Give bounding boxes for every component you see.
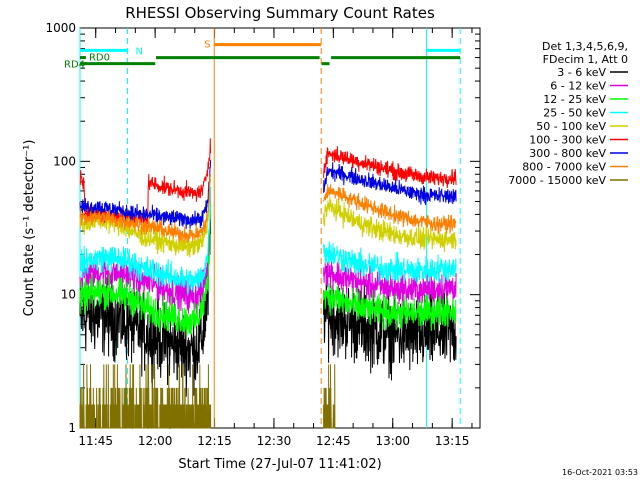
plot-area: 1 10 100 1000 11:45 12:00 12:15 12:30 12:45 13:00… — [45, 21, 481, 448]
series-line — [323, 282, 457, 332]
y-axis-label: Count Rate (s⁻¹ detector⁻¹) — [22, 140, 37, 317]
series-line — [79, 160, 212, 229]
legend-entry-label: 12 - 25 keV — [543, 93, 606, 106]
legend-entry-label: 25 - 50 keV — [543, 107, 606, 120]
legend-header: Det 1,3,4,5,6,9, — [542, 40, 628, 53]
legend-entry-label: 300 - 800 keV — [529, 147, 606, 160]
series-line — [323, 184, 457, 235]
x-axis-label: Start Time (27-Jul-07 11:41:02) — [178, 457, 381, 472]
series-line — [79, 210, 212, 397]
saa-label: S — [204, 40, 210, 51]
series-line — [323, 265, 457, 381]
legend-entry-label: 800 - 7000 keV — [522, 161, 606, 174]
legend-header: FDecim 1, Att 0 — [543, 53, 628, 66]
series-line — [79, 173, 212, 244]
series-line — [323, 162, 457, 206]
series-line — [79, 204, 212, 337]
x-tick-label: 12:15 — [197, 434, 232, 448]
series-line — [323, 241, 457, 284]
x-tick-label: 12:45 — [316, 434, 351, 448]
series-line — [323, 146, 457, 189]
series-line — [323, 196, 457, 252]
x-tick-label: 12:00 — [138, 434, 173, 448]
y-tick-label: 100 — [53, 154, 76, 168]
series-line — [79, 186, 212, 296]
x-tick-label: 11:45 — [78, 434, 113, 448]
legend-entry-label: 100 - 300 keV — [529, 134, 606, 147]
series-line — [323, 364, 336, 429]
x-tick-label: 12:30 — [257, 434, 292, 448]
chart-title: RHESSI Observing Summary Count Rates — [125, 4, 435, 22]
legend-entry-label: 50 - 100 keV — [536, 120, 606, 133]
x-tick-label: 13:15 — [435, 434, 470, 448]
night-label: N — [136, 46, 143, 57]
legend-entry-label: 6 - 12 keV — [550, 80, 606, 93]
series-line — [79, 364, 212, 429]
y-tick-label: 10 — [61, 288, 76, 302]
legend-entry-label: 7000 - 15000 keV — [508, 174, 606, 187]
rd0-label: RD0 — [89, 53, 110, 64]
legend-entry-label: 3 - 6 keV — [557, 66, 606, 79]
rd4-label: RD4 — [64, 60, 85, 71]
x-tick-label: 13:00 — [375, 434, 410, 448]
y-tick-label: 1000 — [45, 21, 76, 35]
series-line — [323, 261, 457, 310]
footer-timestamp: 16-Oct-2021 03:53 — [562, 468, 638, 477]
y-tick-label: 1 — [68, 421, 76, 435]
legend: Det 1,3,4,5,6,9,FDecim 1, Att 03 - 6 keV… — [508, 40, 628, 187]
